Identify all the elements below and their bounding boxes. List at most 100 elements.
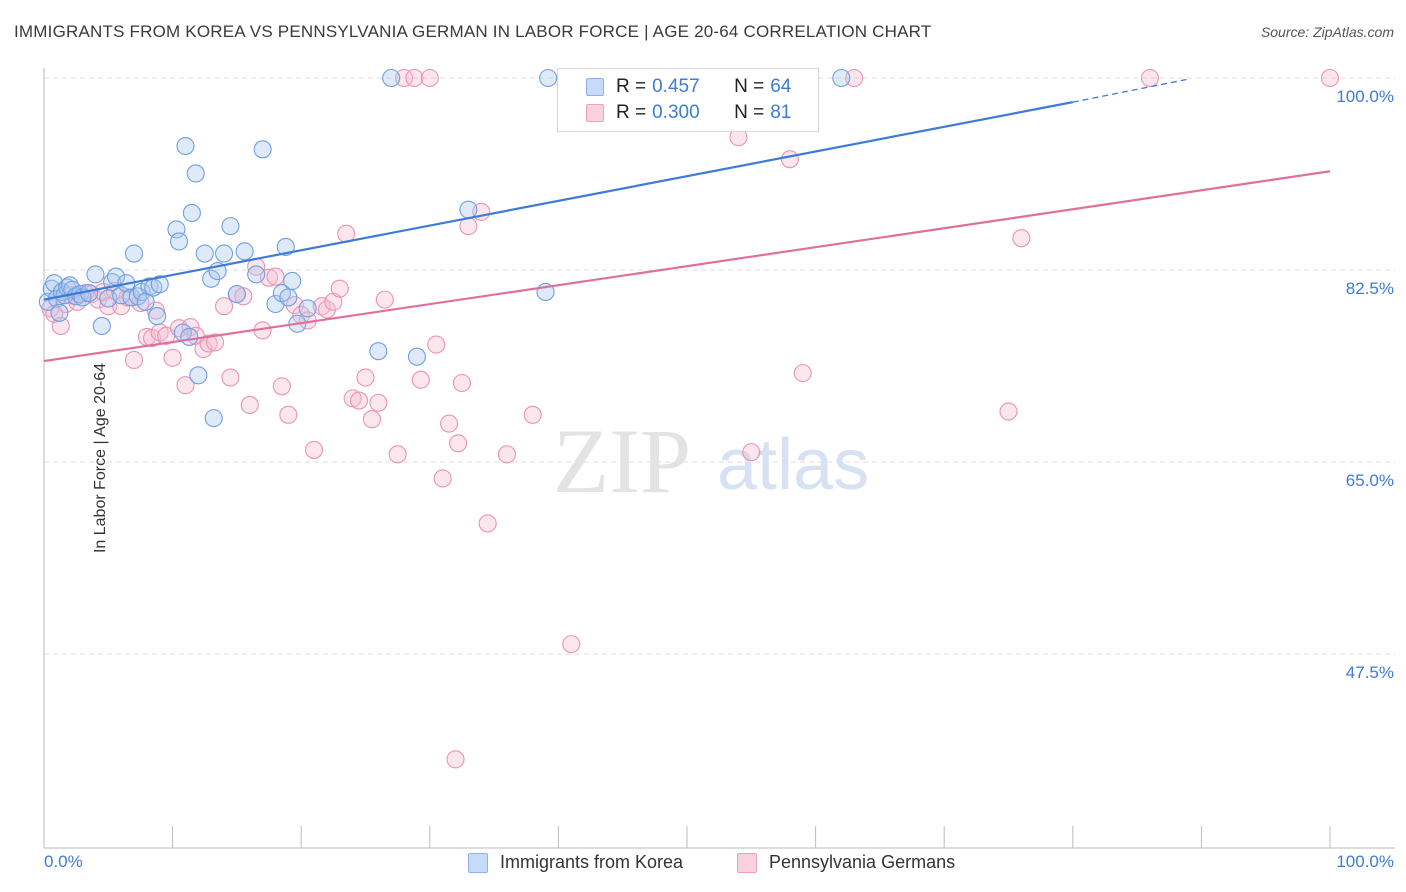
point-pennsylvania <box>375 290 394 309</box>
point-pennsylvania <box>324 292 343 311</box>
point-pennsylvania <box>317 300 336 319</box>
point-pennsylvania <box>356 368 375 387</box>
bottom-legend-label-pennsylvania: Pennsylvania Germans <box>769 852 956 872</box>
legend-r-label: R = <box>616 76 647 97</box>
point-pennsylvania <box>446 750 465 769</box>
point-korea <box>202 269 221 288</box>
point-pennsylvania <box>214 297 234 316</box>
y-tick-label: 82.5% <box>1345 279 1394 298</box>
point-korea <box>279 288 298 307</box>
x-tick-label-min: 0.0% <box>44 852 83 871</box>
point-korea <box>122 288 141 307</box>
point-korea <box>195 244 214 263</box>
series-pennsylvania-germans <box>41 68 1340 769</box>
point-pennsylvania <box>411 370 430 389</box>
point-pennsylvania <box>279 405 298 424</box>
point-pennsylvania <box>163 348 182 367</box>
point-korea <box>832 68 851 88</box>
point-korea <box>136 292 155 311</box>
point-korea <box>298 299 317 318</box>
point-korea <box>182 203 201 222</box>
legend-row-korea: R = 0.457 N = 64 <box>558 73 791 101</box>
point-korea <box>92 316 111 336</box>
point-korea <box>276 237 295 257</box>
legend-n-label: N = <box>734 102 765 123</box>
series-immigrants-from-korea <box>38 68 851 428</box>
bottom-legend-swatch-pennsylvania <box>737 852 757 873</box>
point-pennsylvania <box>1012 229 1031 248</box>
y-tick-label: 47.5% <box>1345 663 1394 682</box>
point-pennsylvania <box>562 635 581 654</box>
point-pennsylvania <box>742 443 761 462</box>
point-korea <box>204 409 223 428</box>
point-pennsylvania <box>405 68 424 88</box>
point-pennsylvania <box>452 373 472 393</box>
point-korea <box>459 200 478 219</box>
point-pennsylvania <box>124 350 144 370</box>
bottom-legend-label-korea: Immigrants from Korea <box>500 852 684 872</box>
point-korea <box>407 347 426 366</box>
bottom-legend-swatch-korea <box>468 852 488 873</box>
point-pennsylvania <box>780 150 799 169</box>
point-pennsylvania <box>362 410 381 429</box>
point-korea <box>148 307 167 326</box>
point-pennsylvania <box>205 333 225 352</box>
point-pennsylvania <box>449 434 468 453</box>
point-pennsylvania <box>305 440 324 459</box>
point-korea <box>176 136 195 156</box>
trend-line-korea-extension <box>1072 78 1189 103</box>
legend-r-label: R = <box>616 102 647 123</box>
point-pennsylvania <box>194 339 213 359</box>
point-korea <box>247 265 266 284</box>
point-korea <box>539 68 558 88</box>
source-label: Source: ZipAtlas.com <box>1260 24 1394 40</box>
point-korea <box>169 232 189 251</box>
point-korea <box>186 164 205 183</box>
point-pennsylvania <box>440 414 459 433</box>
point-pennsylvania <box>99 297 118 316</box>
point-pennsylvania <box>221 368 240 387</box>
point-korea <box>214 244 234 263</box>
point-pennsylvania <box>350 391 369 410</box>
point-pennsylvania <box>330 279 349 298</box>
point-pennsylvania <box>1140 68 1160 88</box>
trend-line-korea <box>43 101 1074 301</box>
point-korea <box>180 327 199 346</box>
point-pennsylvania <box>478 514 497 533</box>
point-korea <box>50 303 69 322</box>
point-pennsylvania <box>395 68 414 88</box>
point-pennsylvania <box>427 335 446 354</box>
legend-n-value-korea: 64 <box>770 76 792 97</box>
point-pennsylvania <box>793 364 812 383</box>
point-korea <box>86 265 105 284</box>
point-pennsylvania <box>369 393 388 412</box>
point-pennsylvania <box>388 445 407 464</box>
bottom-legend-korea: Immigrants from Korea <box>468 852 683 873</box>
point-pennsylvania <box>312 297 331 316</box>
point-pennsylvania <box>433 469 452 488</box>
point-pennsylvania <box>272 377 291 396</box>
point-pennsylvania <box>845 68 864 88</box>
point-korea <box>189 366 208 385</box>
watermark-zip: ZIP <box>553 410 691 512</box>
point-pennsylvania <box>240 395 259 414</box>
legend-n-label: N = <box>734 76 765 97</box>
point-pennsylvania <box>199 334 218 353</box>
point-korea <box>221 217 240 236</box>
point-korea <box>253 140 272 159</box>
point-pennsylvania <box>266 267 285 286</box>
legend-swatch-pennsylvania <box>586 104 604 122</box>
point-korea <box>150 275 169 294</box>
point-pennsylvania <box>420 68 439 88</box>
correlation-legend: R = 0.457 N = 64 R = 0.300 N = 81 <box>557 68 819 132</box>
point-pennsylvania <box>51 316 70 336</box>
point-pennsylvania <box>1320 68 1340 88</box>
legend-swatch-korea <box>586 78 604 96</box>
watermark-atlas: atlas <box>717 425 869 505</box>
legend-r-value-korea: 0.457 <box>652 76 700 97</box>
point-korea <box>283 271 302 291</box>
point-korea <box>382 68 401 88</box>
x-tick-label-max: 100.0% <box>1336 852 1394 871</box>
y-axis-label: In Labor Force | Age 20-64 <box>92 362 110 554</box>
